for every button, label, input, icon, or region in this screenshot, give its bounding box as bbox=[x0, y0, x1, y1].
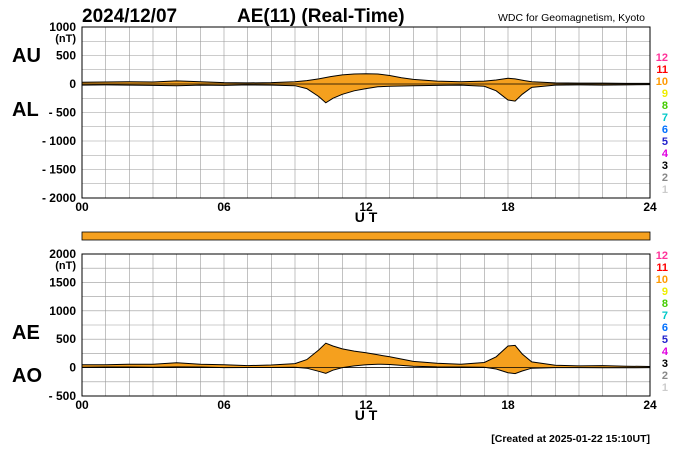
station-number: 8 bbox=[662, 298, 668, 310]
station-number: 10 bbox=[656, 76, 668, 88]
au-al-panel: 1000 500 0 - 500 - 1000 - 1500 - 2000 (nT) 00 06 1… bbox=[12, 20, 657, 225]
status-bar bbox=[81, 231, 651, 241]
y-tick-label: - 1000 bbox=[42, 134, 76, 148]
series-label-ao: AO bbox=[12, 365, 42, 387]
station-number: 3 bbox=[662, 358, 668, 370]
x-tick-label: 00 bbox=[75, 398, 89, 412]
series-line-au bbox=[81, 73, 650, 84]
x-axis-label: U T bbox=[355, 209, 378, 225]
station-number: 12 bbox=[656, 52, 668, 64]
y-tick-label: 1500 bbox=[49, 275, 76, 289]
station-number: 5 bbox=[662, 334, 668, 346]
series-label-au: AU bbox=[12, 45, 41, 67]
station-number: 1 bbox=[662, 184, 668, 196]
station-number: 3 bbox=[662, 160, 668, 172]
station-number: 5 bbox=[662, 136, 668, 148]
station-number: 7 bbox=[662, 112, 668, 124]
x-tick-label: 00 bbox=[75, 200, 89, 214]
created-label: [Created at 2025-01-22 15:10UT] bbox=[491, 433, 650, 445]
y-tick-label: - 2000 bbox=[42, 191, 76, 205]
station-number: 4 bbox=[662, 148, 669, 160]
x-tick-label: 12 bbox=[359, 200, 373, 214]
station-number: 12 bbox=[656, 250, 668, 262]
y-tick-label: - 500 bbox=[49, 106, 77, 120]
x-tick-label: 06 bbox=[217, 200, 231, 214]
station-number: 6 bbox=[662, 124, 668, 136]
station-number: 9 bbox=[662, 88, 668, 100]
y-tick-label: 0 bbox=[69, 361, 76, 375]
series-label-ae: AE bbox=[12, 322, 40, 344]
station-number: 8 bbox=[662, 100, 668, 112]
station-number: 11 bbox=[656, 262, 668, 274]
plot-frame bbox=[81, 26, 651, 199]
station-number: 9 bbox=[662, 286, 668, 298]
series-label-al: AL bbox=[12, 99, 39, 121]
y-tick-label: 2000 bbox=[49, 247, 76, 261]
index-title: AE(11) (Real-Time) bbox=[237, 6, 405, 27]
y-axis-unit: (nT) bbox=[55, 33, 76, 45]
y-tick-label: 500 bbox=[56, 332, 76, 346]
y-tick-label: 1000 bbox=[49, 20, 76, 34]
station-number: 2 bbox=[662, 172, 668, 184]
x-tick-label: 24 bbox=[643, 398, 657, 412]
ae-ao-panel: 2000 1500 1000 500 0 - 500 (nT) 00 06 12 18 24 U T AE… bbox=[12, 247, 657, 423]
station-number: 11 bbox=[656, 64, 668, 76]
x-tick-label: 06 bbox=[217, 398, 231, 412]
station-number: 7 bbox=[662, 310, 668, 322]
station-number: 6 bbox=[662, 322, 668, 334]
y-tick-label: - 1500 bbox=[42, 163, 76, 177]
station-number: 1 bbox=[662, 382, 668, 394]
station-number: 10 bbox=[656, 274, 668, 286]
y-tick-label: - 500 bbox=[49, 389, 77, 403]
y-tick-label: 1000 bbox=[49, 304, 76, 318]
y-tick-label: 0 bbox=[69, 77, 76, 91]
x-tick-label: 18 bbox=[501, 398, 515, 412]
series-fill-area bbox=[82, 343, 650, 374]
x-tick-label: 18 bbox=[501, 200, 515, 214]
station-number: 4 bbox=[662, 346, 669, 358]
source-label: WDC for Geomagnetism, Kyoto bbox=[498, 12, 645, 24]
y-tick-label: 500 bbox=[56, 49, 76, 63]
date-title: 2024/12/07 bbox=[82, 6, 177, 27]
station-number: 2 bbox=[662, 370, 668, 382]
plot-frame bbox=[81, 253, 651, 397]
y-axis-unit: (nT) bbox=[55, 260, 76, 272]
x-tick-label: 24 bbox=[643, 200, 657, 214]
x-axis-label: U T bbox=[355, 407, 378, 423]
x-tick-label: 12 bbox=[359, 398, 373, 412]
series-line-ae bbox=[82, 342, 651, 367]
series-line-al bbox=[81, 84, 651, 104]
